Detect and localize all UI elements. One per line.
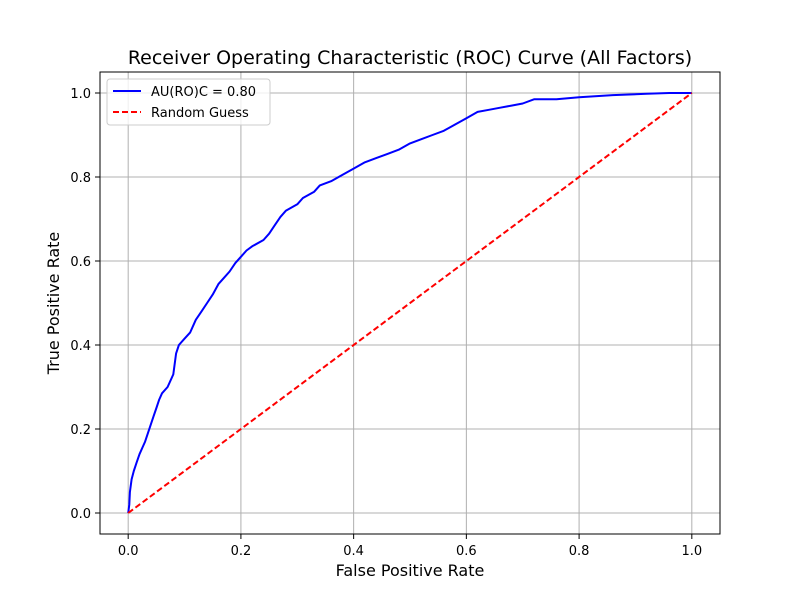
legend-box: [106, 78, 271, 126]
plot-frame: [99, 71, 721, 535]
chart-title: Receiver Operating Characteristic (ROC) …: [128, 47, 692, 69]
y-tick-label: 0.8: [70, 171, 91, 186]
random-guess-line: [127, 92, 693, 514]
y-tick-label: 0.4: [70, 339, 91, 354]
roc-curve-line: [127, 92, 692, 514]
tick-layer: 0.0 0.2 0.4 0.6 0.8 1.0 0.0 0.2 0.4 0.6 0.8 1.0: [70, 87, 702, 559]
x-tick-label: 0.0: [118, 544, 139, 559]
legend-label-random-guess: Random Guess: [151, 106, 249, 121]
legend: AU(RO)C = 0.80 Random Guess: [106, 78, 271, 126]
x-tick-label: 0.4: [343, 544, 364, 559]
x-axis-title: False Positive Rate: [336, 561, 485, 580]
y-tick-label: 0.0: [70, 507, 91, 522]
y-tick-label: 0.6: [70, 255, 91, 270]
series-layer: [127, 92, 693, 514]
y-axis-title: True Positive Rate: [44, 232, 63, 376]
x-tick-label: 0.8: [569, 544, 590, 559]
x-tick-label: 0.2: [231, 544, 252, 559]
legend-label-auc: AU(RO)C = 0.80: [151, 85, 256, 100]
x-tick-label: 1.0: [681, 544, 702, 559]
y-tick-label: 1.0: [70, 87, 91, 102]
y-tick-label: 0.2: [70, 423, 91, 438]
x-tick-label: 0.6: [456, 544, 477, 559]
